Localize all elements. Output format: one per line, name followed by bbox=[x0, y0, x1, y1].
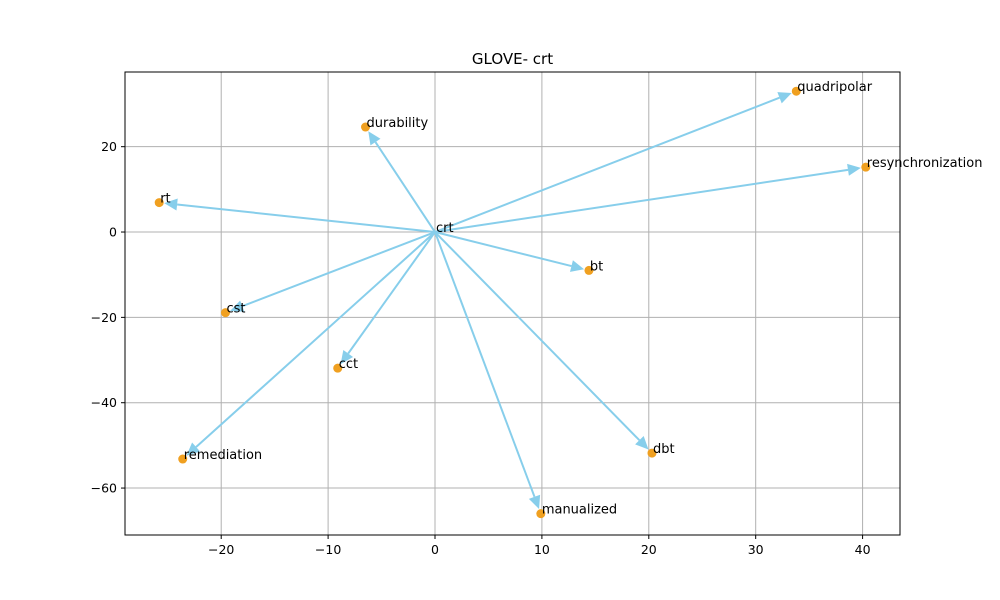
arrows bbox=[164, 92, 861, 509]
arrow-dbt bbox=[434, 231, 641, 441]
y-tick-label: −60 bbox=[91, 481, 117, 496]
point-cct bbox=[333, 363, 343, 373]
x-tick-label: −20 bbox=[208, 542, 234, 557]
arrow-bt bbox=[434, 231, 572, 268]
arrowhead-dbt bbox=[635, 436, 649, 450]
arrow-rt bbox=[176, 203, 436, 234]
arrowhead-bt bbox=[570, 260, 585, 272]
y-tick-label: 0 bbox=[109, 225, 117, 240]
x-tick-label: −10 bbox=[315, 542, 341, 557]
axis-ticks: −20 −10 0 10 20 30 40 −60 −40 −20 0 20 bbox=[91, 139, 871, 557]
arrow-resynchronization bbox=[434, 168, 849, 234]
point-manualized bbox=[536, 509, 546, 519]
point-durability bbox=[361, 122, 371, 132]
arrowhead-manualized bbox=[528, 494, 541, 509]
point-quadripolar bbox=[791, 86, 801, 96]
label-durability: durability bbox=[367, 116, 429, 131]
label-manualized: manualized bbox=[542, 503, 617, 518]
x-tick-label: 0 bbox=[431, 542, 439, 557]
label-resynchronization: resynchronization bbox=[867, 156, 983, 171]
point-remediation bbox=[178, 454, 188, 464]
arrowhead-remediation bbox=[186, 442, 201, 456]
arrowhead-rt bbox=[164, 198, 178, 211]
grid-lines bbox=[125, 72, 900, 535]
label-origin: crt bbox=[436, 221, 454, 236]
x-tick-label: 20 bbox=[641, 542, 657, 557]
arrowhead-cct bbox=[340, 350, 354, 365]
point-cst bbox=[220, 308, 230, 318]
point-labels: quadripolar resynchronization durability rt… bbox=[160, 80, 982, 517]
arrow-durability bbox=[374, 141, 436, 233]
arrowhead-quadripolar bbox=[777, 92, 792, 104]
label-remediation: remediation bbox=[184, 448, 262, 463]
label-dbt: dbt bbox=[653, 442, 675, 457]
label-rt: rt bbox=[160, 192, 170, 207]
y-tick-label: −20 bbox=[91, 310, 117, 325]
point-resynchronization bbox=[861, 162, 871, 172]
arrowhead-resynchronization bbox=[847, 163, 861, 176]
chart-title: GLOVE- crt bbox=[472, 50, 553, 68]
label-quadripolar: quadripolar bbox=[797, 80, 872, 95]
arrow-quadripolar bbox=[434, 96, 780, 233]
arrow-cst bbox=[241, 231, 436, 308]
x-tick-label: 40 bbox=[855, 542, 871, 557]
label-cst: cst bbox=[226, 302, 245, 317]
label-bt: bt bbox=[590, 259, 603, 274]
x-tick-label: 10 bbox=[534, 542, 550, 557]
arrow-manualized bbox=[434, 231, 536, 498]
label-cct: cct bbox=[339, 357, 358, 372]
y-tick-label: 20 bbox=[101, 139, 117, 154]
arrowhead-durability bbox=[368, 131, 381, 146]
y-tick-label: −40 bbox=[91, 395, 117, 410]
point-dbt bbox=[647, 448, 657, 458]
arrow-remediation bbox=[195, 231, 436, 448]
arrowhead-cst bbox=[230, 300, 245, 312]
point-bt bbox=[584, 265, 594, 275]
arrow-cct bbox=[347, 231, 436, 355]
x-tick-label: 30 bbox=[748, 542, 764, 557]
points bbox=[154, 86, 871, 519]
plot-frame bbox=[124, 71, 901, 536]
point-rt bbox=[154, 198, 164, 208]
